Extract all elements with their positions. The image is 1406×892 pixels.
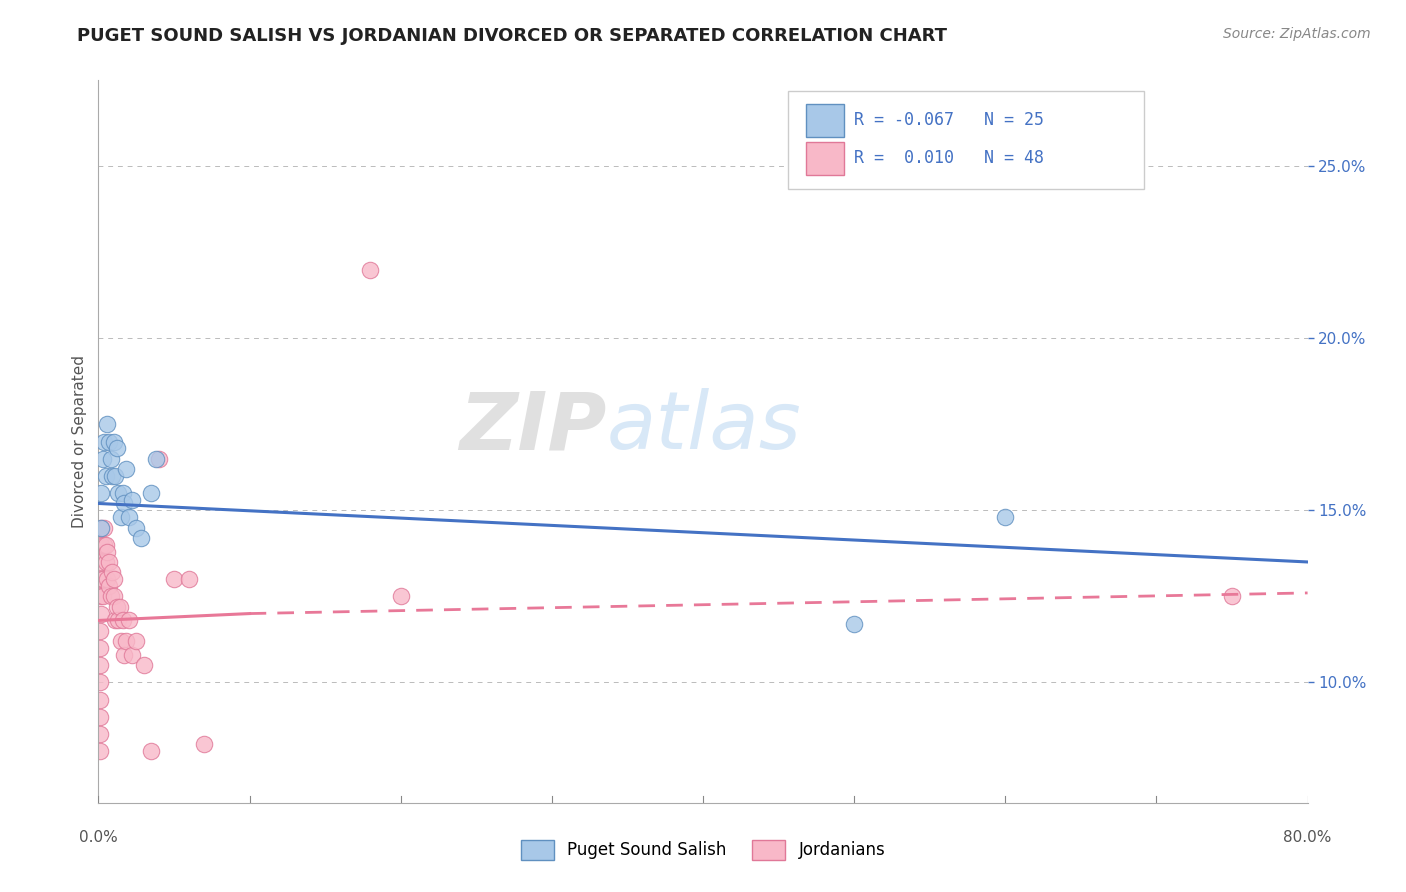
- Point: [1220, 590, 1243, 604]
- Point: [100, 590, 122, 604]
- Point: [105, 599, 128, 614]
- Point: [94, 538, 117, 552]
- Point: [125, 520, 148, 534]
- Point: [89, 675, 111, 690]
- Text: 80.0%: 80.0%: [1284, 830, 1331, 846]
- Point: [114, 462, 136, 476]
- Point: [100, 451, 122, 466]
- Point: [90, 572, 112, 586]
- Point: [90, 486, 112, 500]
- Point: [107, 614, 129, 628]
- Point: [179, 572, 201, 586]
- Point: [111, 614, 134, 628]
- Point: [193, 737, 215, 751]
- Point: [145, 451, 167, 466]
- Text: R = -0.067   N = 25: R = -0.067 N = 25: [855, 111, 1045, 129]
- Point: [118, 510, 141, 524]
- FancyBboxPatch shape: [787, 91, 1144, 189]
- Point: [112, 648, 135, 662]
- Point: [148, 451, 170, 466]
- Point: [96, 572, 118, 586]
- Point: [125, 634, 148, 648]
- Point: [90, 555, 112, 569]
- Text: R =  0.010   N = 48: R = 0.010 N = 48: [855, 149, 1045, 168]
- Point: [163, 572, 186, 586]
- Point: [93, 434, 115, 449]
- Point: [132, 658, 155, 673]
- Point: [141, 486, 163, 500]
- Legend: Puget Sound Salish, Jordanians: Puget Sound Salish, Jordanians: [515, 833, 891, 867]
- Point: [108, 599, 131, 614]
- Point: [89, 710, 111, 724]
- Point: [91, 451, 114, 466]
- Point: [93, 520, 115, 534]
- Point: [110, 634, 132, 648]
- Point: [98, 434, 121, 449]
- Text: PUGET SOUND SALISH VS JORDANIAN DIVORCED OR SEPARATED CORRELATION CHART: PUGET SOUND SALISH VS JORDANIAN DIVORCED…: [77, 27, 948, 45]
- Point: [90, 520, 112, 534]
- Point: [121, 648, 143, 662]
- Point: [89, 692, 111, 706]
- Point: [844, 616, 866, 631]
- Point: [90, 520, 112, 534]
- Point: [112, 496, 135, 510]
- Point: [141, 744, 163, 758]
- Point: [89, 658, 111, 673]
- Point: [94, 555, 117, 569]
- Point: [103, 434, 125, 449]
- FancyBboxPatch shape: [806, 142, 845, 175]
- Point: [107, 486, 129, 500]
- Point: [103, 572, 125, 586]
- Point: [994, 510, 1017, 524]
- Point: [91, 572, 114, 586]
- Text: atlas: atlas: [606, 388, 801, 467]
- Point: [89, 590, 111, 604]
- Y-axis label: Divorced or Separated: Divorced or Separated: [72, 355, 87, 528]
- Point: [91, 590, 114, 604]
- Point: [121, 493, 143, 508]
- Point: [96, 544, 118, 558]
- Point: [114, 634, 136, 648]
- Text: 0.0%: 0.0%: [79, 830, 118, 846]
- Text: ZIP: ZIP: [458, 388, 606, 467]
- Point: [101, 469, 124, 483]
- Point: [96, 417, 118, 432]
- Point: [104, 614, 127, 628]
- FancyBboxPatch shape: [806, 104, 845, 137]
- Point: [89, 624, 111, 638]
- Point: [98, 555, 121, 569]
- Point: [94, 469, 117, 483]
- Point: [389, 590, 412, 604]
- Point: [98, 579, 121, 593]
- Point: [118, 614, 141, 628]
- Point: [105, 442, 128, 456]
- Point: [90, 607, 112, 621]
- Point: [103, 590, 125, 604]
- Point: [93, 538, 115, 552]
- Point: [89, 640, 111, 655]
- Point: [104, 469, 127, 483]
- Point: [90, 538, 112, 552]
- Text: Source: ZipAtlas.com: Source: ZipAtlas.com: [1223, 27, 1371, 41]
- Point: [111, 486, 134, 500]
- Point: [101, 566, 124, 580]
- Point: [89, 744, 111, 758]
- Point: [360, 262, 382, 277]
- Point: [110, 510, 132, 524]
- Point: [129, 531, 152, 545]
- Point: [89, 727, 111, 741]
